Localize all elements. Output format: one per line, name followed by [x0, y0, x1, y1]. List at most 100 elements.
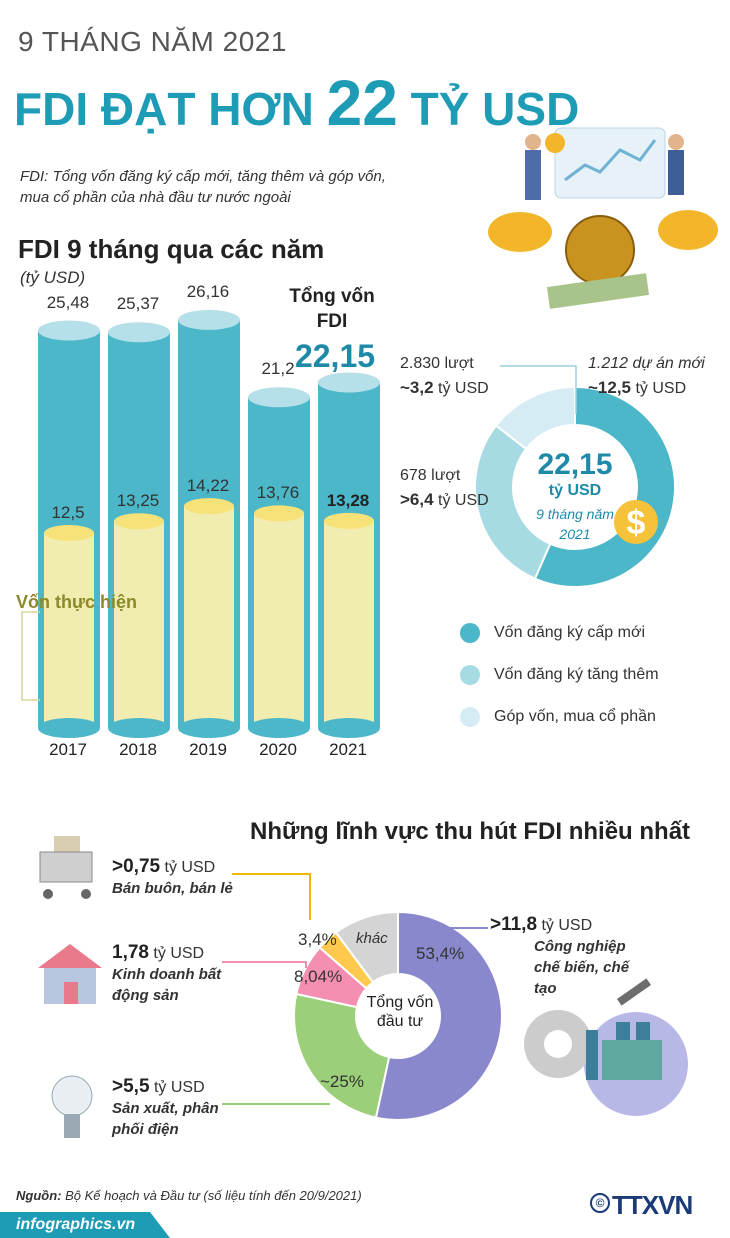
bar-realized-cap-2017: [44, 525, 94, 541]
sector-manufacturing-unit: tỷ USD: [537, 917, 593, 934]
sector-retail-name: Bán buôn, bán lẻ: [112, 880, 233, 897]
sectors-donut-center: Tổng vốn đầu tư: [366, 994, 434, 1030]
bar-chart-unit: (tỷ USD): [20, 268, 86, 287]
legend-item-additional: Vốn đăng ký tăng thêm: [460, 664, 659, 686]
realized-capital-label: Vốn thực hiện: [16, 592, 138, 612]
headline-number: 22: [326, 67, 398, 139]
bar-realized-2020: [254, 513, 304, 728]
donut-subtitle: 9 tháng năm 2021: [536, 506, 614, 542]
source-text: Bộ Kế hoạch và Đầu tư (số liệu tính đến …: [61, 1188, 362, 1203]
bar-base-2018: [108, 718, 170, 738]
bar-realized-cap-2019: [184, 498, 234, 515]
share-purchase-label: 2.830 lượt ~3,2 tỷ USD: [400, 352, 489, 401]
bar-total-cap-2017: [38, 320, 100, 341]
pct-retail: 3,4%: [298, 930, 337, 949]
sector-electricity-name: Sản xuất, phân phối điện: [112, 1100, 219, 1138]
pct-real-estate: 8,04%: [294, 967, 343, 986]
share-purchase-amount: ~3,2: [400, 378, 434, 397]
new-projects-count: 1.212 dự án mới: [588, 355, 705, 372]
legend-label-shares: Góp vốn, mua cổ phần: [494, 708, 656, 725]
pct-manufacturing: 53,4%: [416, 944, 465, 963]
bar-realized-2019: [184, 506, 234, 728]
legend-dot-shares: [460, 707, 480, 727]
sector-electricity-unit: tỷ USD: [149, 1079, 205, 1096]
source-note: Nguồn: Bộ Kế hoạch và Đầu tư (số liệu tí…: [16, 1188, 362, 1203]
bar-value-label: 25,37: [116, 294, 160, 314]
sector-electricity-value: >5,5: [112, 1076, 150, 1097]
bar-year-label: 2021: [329, 740, 367, 759]
new-projects-unit: tỷ USD: [631, 380, 687, 397]
period-label: 9 THÁNG NĂM 2021: [18, 26, 287, 57]
sector-retail-value: >0,75: [112, 856, 161, 877]
sector-real-estate-value: 1,78: [112, 942, 149, 963]
copyright-icon: ©: [590, 1193, 610, 1213]
share-purchase-count: 2.830 lượt: [400, 355, 474, 372]
legend-item-new: Vốn đăng ký cấp mới: [460, 622, 659, 644]
bar-realized-2017: [44, 533, 94, 728]
pct-other: khác: [356, 930, 388, 947]
bar-total-cap-2018: [108, 322, 170, 343]
bar-realized-cap-2018: [114, 513, 164, 530]
source-label: Nguồn:: [16, 1188, 62, 1203]
bar-realized-value-label: 13,28: [326, 490, 370, 510]
sector-slice-4: [334, 910, 399, 984]
bar-realized-2018: [114, 521, 164, 728]
sector-manufacturing-name: Công nghiệp chế biến, chế tạo: [534, 938, 630, 997]
sector-retail-unit: tỷ USD: [160, 859, 216, 876]
bar-year-label: 2017: [49, 740, 87, 759]
legend-dot-new: [460, 623, 480, 643]
legend-dot-additional: [460, 665, 480, 685]
sector-real-estate: 1,78 tỷ USD Kinh doanh bất động sản: [112, 942, 232, 1006]
additional-capital-count: 678 lượt: [400, 467, 461, 484]
donut-total: 22,15: [537, 448, 613, 481]
share-purchase-unit: tỷ USD: [433, 380, 489, 397]
additional-capital-unit: tỷ USD: [433, 492, 489, 509]
bar-realized-cap-2020: [254, 505, 304, 522]
legend-label-additional: Vốn đăng ký tăng thêm: [494, 666, 659, 683]
headline-part1: FDI ĐẠT HƠN: [14, 83, 327, 135]
bar-total-cap-2021: [318, 372, 380, 393]
bar-year-label: 2019: [189, 740, 227, 759]
legend-item-shares: Góp vốn, mua cổ phần: [460, 706, 659, 728]
additional-capital-label: 678 lượt >6,4 tỷ USD: [400, 464, 489, 513]
sector-slice-0: [374, 910, 503, 1121]
bar-base-2017: [38, 718, 100, 738]
total-fdi-label: Tổng vốn FDI: [289, 286, 375, 332]
sector-manufacturing: >11,8 tỷ USD Công nghiệp chế biến, chế t…: [490, 914, 654, 999]
bar-base-2021: [318, 718, 380, 738]
sector-real-estate-unit: tỷ USD: [148, 945, 205, 962]
sector-slice-1: [293, 992, 391, 1119]
sector-electricity: >5,5 tỷ USD Sản xuất, phân phối điện: [112, 1076, 232, 1140]
site-link[interactable]: infographics.vn: [16, 1216, 136, 1233]
bar-value-label: 26,16: [186, 281, 230, 301]
donut-legend: Vốn đăng ký cấp mới Vốn đăng ký tăng thê…: [460, 622, 659, 748]
legend-label-new: Vốn đăng ký cấp mới: [494, 624, 646, 641]
pct-electricity: ~25%: [320, 1072, 364, 1091]
bar-year-label: 2020: [259, 740, 297, 759]
sector-retail: >0,75 tỷ USD Bán buôn, bán lẻ: [112, 856, 233, 899]
bar-realized-cap-2021: [324, 512, 374, 529]
total-fdi-value: 22,15: [294, 338, 376, 374]
sector-real-estate-name: Kinh doanh bất động sản: [112, 966, 222, 1004]
sector-manufacturing-value: >11,8: [490, 914, 538, 935]
bar-realized-2021: [324, 520, 374, 728]
bar-value-label: 21,2: [261, 359, 295, 379]
donut-unit: tỷ USD: [548, 482, 602, 499]
bar-realized-value-label: 14,22: [186, 476, 230, 496]
bar-realized-value-label: 13,25: [116, 491, 160, 511]
additional-capital-amount: >6,4: [400, 490, 434, 509]
bar-realized-value-label: 12,5: [51, 503, 85, 522]
new-projects-amount: ~12,5: [588, 378, 632, 397]
ttxvn-logo: TTXVN: [612, 1190, 693, 1220]
headline: FDI ĐẠT HƠN 22 TỶ USD: [14, 66, 579, 140]
fdi-definition: FDI: Tổng vốn đăng ký cấp mới, tăng thêm…: [20, 168, 386, 206]
bar-total-cap-2020: [248, 387, 310, 408]
sectors-title: Những lĩnh vực thu hút FDI nhiều nhất: [250, 818, 691, 845]
bar-total-cap-2019: [178, 309, 240, 330]
headline-part2: TỶ USD: [397, 83, 580, 135]
new-projects-label: 1.212 dự án mới ~12,5 tỷ USD: [588, 352, 705, 401]
bar-base-2020: [248, 718, 310, 738]
bar-base-2019: [178, 718, 240, 738]
bar-year-label: 2018: [119, 740, 157, 759]
